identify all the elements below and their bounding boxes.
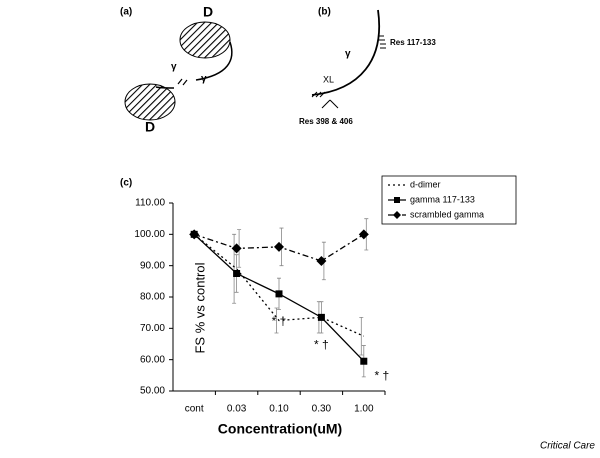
domain-label: D: [145, 119, 155, 135]
residue-label: Res 398 & 406: [299, 117, 353, 126]
residue-label: Res 117-133: [390, 38, 436, 47]
marker: [189, 229, 200, 240]
domain-d: [179, 21, 231, 59]
y-tick-label: 90.00: [140, 260, 165, 271]
annotation: * †: [374, 368, 389, 382]
series-line: [193, 233, 365, 337]
arrows: [321, 99, 339, 109]
error-bar: [232, 233, 237, 304]
crosslink: [311, 91, 326, 98]
domain-d: [124, 83, 176, 121]
marker: [360, 357, 368, 365]
residue-marks: [378, 35, 386, 49]
panel-label: (c): [120, 178, 132, 189]
y-tick-label: 50.00: [140, 386, 165, 397]
gamma-label: γ: [345, 49, 351, 60]
annotation: * †: [314, 338, 329, 352]
gamma-chain: [195, 41, 233, 81]
legend-label: d-dimer: [410, 179, 441, 189]
marker: [274, 241, 284, 252]
marker: [358, 229, 369, 240]
panel-b: (b) Res 117-133 γ XL Res 398 & 406: [299, 7, 436, 126]
gamma-chain: [311, 9, 380, 96]
marker: [316, 255, 327, 266]
y-tick-label: 110.00: [135, 198, 165, 209]
x-tick-label: 0.03: [227, 404, 247, 415]
x-tick-label: cont: [185, 404, 204, 415]
y-tick-label: 80.00: [140, 292, 165, 303]
gamma-chain: [155, 86, 175, 89]
x-tick-label: 0.10: [269, 404, 289, 415]
panel-label: (a): [120, 7, 132, 18]
footer: Critical Care: [540, 441, 595, 452]
domain-label: D: [203, 4, 213, 20]
panel-label: (b): [318, 7, 331, 18]
crosslink: [177, 78, 188, 86]
x-tick-label: 1.00: [354, 404, 374, 415]
legend-label: scrambled gamma: [410, 209, 484, 219]
error-bar: [274, 307, 279, 334]
y-axis-label: FS % vs control: [192, 262, 207, 353]
y-tick-label: 70.00: [140, 323, 165, 334]
y-tick-label: 60.00: [140, 354, 165, 365]
marker: [275, 290, 283, 298]
x-axis-label: Concentration(uM): [218, 421, 342, 437]
chart: 50.00 60.00 70.00 80.00 90.00 100.00 110.00 con…: [134, 175, 517, 415]
gamma-label: γ: [201, 74, 207, 85]
error-bar: [359, 316, 364, 356]
legend-marker: [394, 197, 400, 203]
legend-label: gamma 117-133: [410, 194, 475, 204]
x-tick-label: 0.30: [312, 404, 332, 415]
marker: [233, 270, 241, 277]
gamma-label: γ: [171, 62, 177, 73]
marker: [231, 243, 242, 254]
annotation: * †: [272, 314, 287, 328]
legend-marker: [393, 211, 401, 219]
crosslink-label: XL: [323, 74, 334, 84]
panel-a: (a) D γ γ D: [120, 4, 233, 135]
marker: [317, 313, 325, 321]
y-tick-label: 100.00: [134, 229, 165, 240]
